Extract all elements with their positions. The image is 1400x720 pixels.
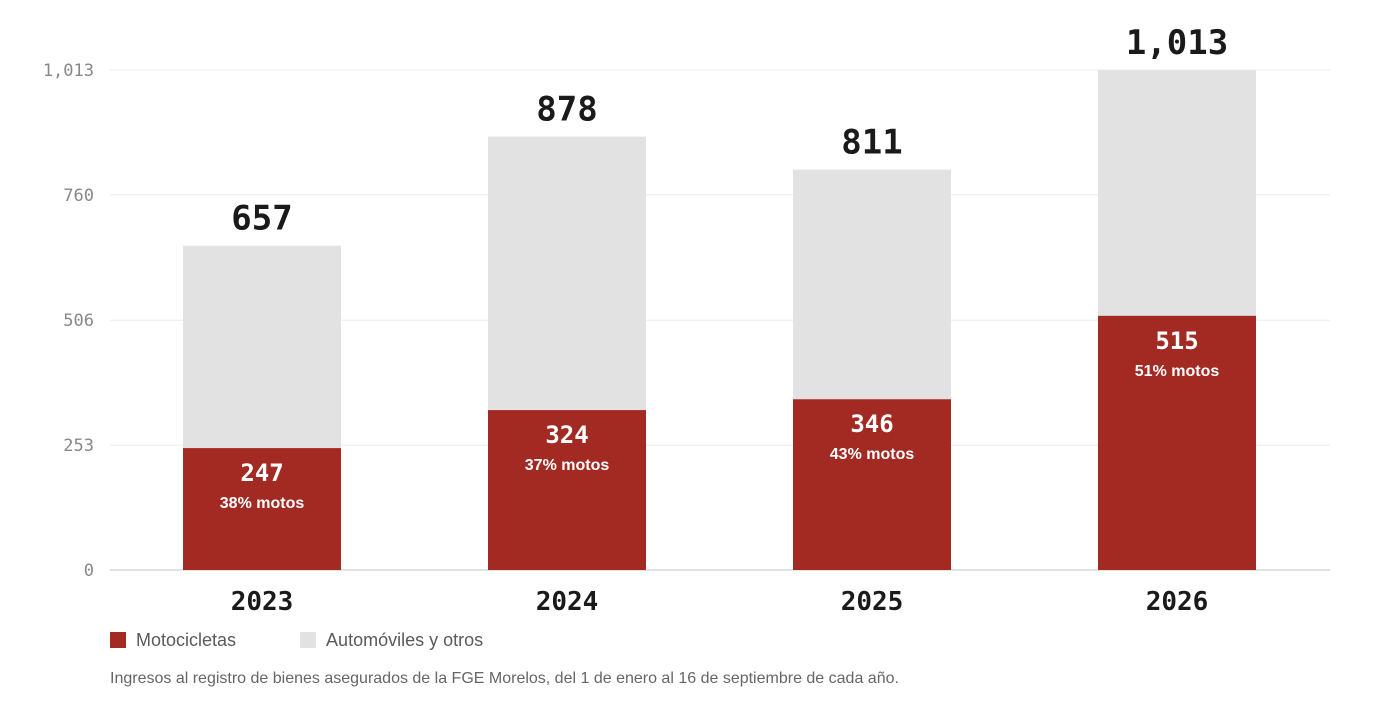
bars [183, 70, 1256, 570]
legend: Motocicletas Automóviles y otros [110, 628, 483, 652]
bar-autos [1098, 70, 1256, 316]
data-labels: 657 247 38% motos 878 324 37% motos 811 346 43% … [220, 23, 1228, 512]
category-label: 2024 [536, 587, 599, 617]
total-label: 1,013 [1126, 23, 1228, 63]
total-label: 811 [841, 123, 902, 163]
percent-label: 38% motos [220, 495, 305, 512]
bar-autos [793, 169, 951, 400]
total-label: 657 [231, 199, 292, 239]
stacked-bar-chart: 0 253 506 760 1,013 657 247 38% motos 878 324 37%… [43, 23, 1330, 617]
legend-label-motos: Motocicletas [136, 629, 237, 650]
motos-value-label: 324 [545, 421, 588, 449]
total-label: 878 [536, 90, 597, 130]
motos-value-label: 515 [1155, 327, 1198, 355]
bar-motos [1098, 315, 1256, 570]
legend-item-autos: Automóviles y otros [300, 630, 483, 651]
x-axis-categories: 2023 2024 2025 2026 [231, 587, 1209, 617]
y-tick-label: 1,013 [43, 61, 94, 81]
percent-label: 37% motos [525, 457, 610, 474]
percent-label: 51% motos [1135, 363, 1220, 380]
source-note: Ingresos al registro de bienes asegurado… [110, 670, 899, 687]
motos-value-label: 346 [850, 410, 893, 438]
bar-autos [488, 136, 646, 411]
y-tick-label: 0 [84, 561, 94, 581]
legend-label-autos: Automóviles y otros [326, 629, 484, 650]
legend-swatch-motos [110, 632, 126, 648]
category-label: 2025 [841, 587, 904, 617]
category-label: 2026 [1146, 587, 1209, 617]
y-tick-label: 253 [63, 436, 94, 456]
percent-label: 43% motos [830, 446, 915, 463]
bar-autos [183, 245, 341, 449]
bar-motos [488, 410, 646, 570]
bar-motos [793, 399, 951, 570]
legend-item-motos: Motocicletas [110, 630, 236, 651]
y-axis-ticks: 0 253 506 760 1,013 [43, 61, 94, 581]
y-tick-label: 506 [63, 311, 94, 331]
category-label: 2023 [231, 587, 294, 617]
legend-swatch-autos [300, 632, 317, 648]
y-tick-label: 760 [63, 186, 94, 206]
bar-motos [183, 448, 341, 570]
motos-value-label: 247 [240, 459, 283, 487]
